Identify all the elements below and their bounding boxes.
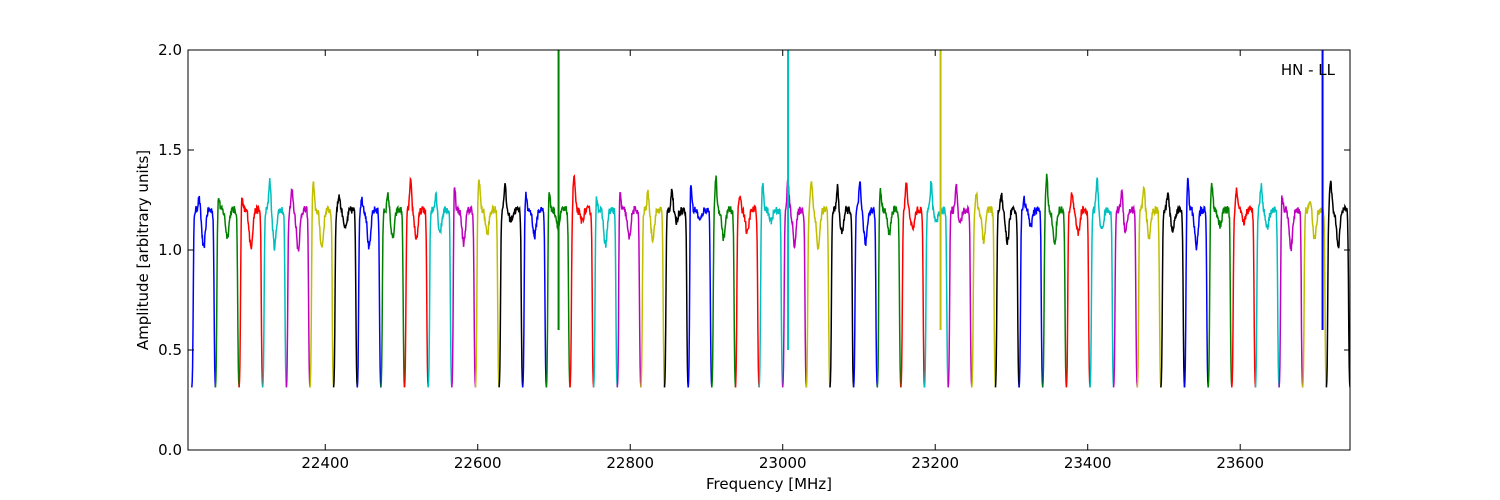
series-line-channel-44 xyxy=(1207,182,1233,388)
series-line-channel-22 xyxy=(687,185,713,388)
series-line-channel-5 xyxy=(285,187,311,388)
series-line-channel-11 xyxy=(427,190,453,388)
series-line-channel-37 xyxy=(1041,173,1068,388)
spike-layer xyxy=(557,50,1324,350)
plot-frame xyxy=(187,49,1351,451)
series-line-channel-29 xyxy=(852,181,879,388)
series-line-channel-7 xyxy=(332,194,359,388)
series-line-channel-49 xyxy=(1325,180,1350,388)
series-line-channel-3 xyxy=(238,197,264,388)
series-line-channel-19 xyxy=(616,191,642,388)
series-line-channel-6 xyxy=(309,181,335,388)
x-tick-label: 22600 xyxy=(454,454,502,472)
y-tick-label: 2.0 xyxy=(158,41,182,59)
y-tick-label: 1.5 xyxy=(158,141,182,159)
series-line-channel-31 xyxy=(900,182,926,388)
y-axis-label: Amplitude [arbitrary units] xyxy=(134,150,152,350)
y-tick-label: 0.5 xyxy=(158,341,182,359)
y-tick-label: 1.0 xyxy=(158,241,182,259)
series-line-channel-4 xyxy=(261,178,288,388)
series-line-channel-41 xyxy=(1136,185,1162,388)
series-line-channel-12 xyxy=(451,187,477,388)
series-line-channel-28 xyxy=(829,183,855,388)
ticks-layer: 22400 22600 22800 23000 23200 23400 23600 0.0 0.… xyxy=(158,41,1350,472)
x-tick-label: 23200 xyxy=(911,454,959,472)
series-line-channel-13 xyxy=(474,179,500,388)
series-line-channel-34 xyxy=(971,190,997,388)
x-tick-label: 23400 xyxy=(1064,454,1112,472)
series-layer xyxy=(191,173,1350,388)
series-line-channel-35 xyxy=(994,192,1020,388)
series-line-channel-36 xyxy=(1018,195,1044,388)
series-line-channel-39 xyxy=(1089,177,1115,388)
series-line-channel-47 xyxy=(1278,195,1304,388)
series-line-channel-45 xyxy=(1231,187,1257,388)
series-line-channel-14 xyxy=(498,183,524,388)
series-line-channel-24 xyxy=(734,195,760,388)
series-line-channel-21 xyxy=(663,188,689,388)
series-line-channel-32 xyxy=(923,180,949,388)
series-line-channel-43 xyxy=(1183,177,1209,388)
series-line-channel-27 xyxy=(805,181,831,388)
series-line-channel-15 xyxy=(521,191,548,388)
series-line-channel-33 xyxy=(947,183,973,388)
series-line-channel-9 xyxy=(380,192,406,388)
annotation-label: HN - LL xyxy=(1281,61,1336,79)
series-line-channel-38 xyxy=(1065,192,1091,388)
series-line-channel-25 xyxy=(758,182,784,388)
series-line-channel-40 xyxy=(1112,188,1139,388)
series-line-channel-26 xyxy=(781,178,808,388)
series-line-channel-2 xyxy=(214,197,240,388)
series-line-channel-17 xyxy=(569,174,595,388)
series-line-channel-46 xyxy=(1254,183,1280,388)
x-tick-label: 23600 xyxy=(1216,454,1264,472)
series-line-channel-1 xyxy=(191,195,217,388)
x-axis-label: Frequency [MHz] xyxy=(706,475,832,493)
series-line-channel-8 xyxy=(356,196,382,388)
series-line-channel-10 xyxy=(403,176,429,388)
y-tick-label: 0.0 xyxy=(158,441,182,459)
series-line-channel-42 xyxy=(1160,192,1186,388)
series-line-channel-20 xyxy=(640,189,666,388)
series-line-channel-23 xyxy=(711,175,737,388)
x-tick-label: 22400 xyxy=(301,454,349,472)
x-tick-label: 23000 xyxy=(759,454,807,472)
series-line-channel-18 xyxy=(592,196,619,388)
x-tick-label: 22800 xyxy=(606,454,654,472)
series-line-channel-30 xyxy=(876,188,902,388)
